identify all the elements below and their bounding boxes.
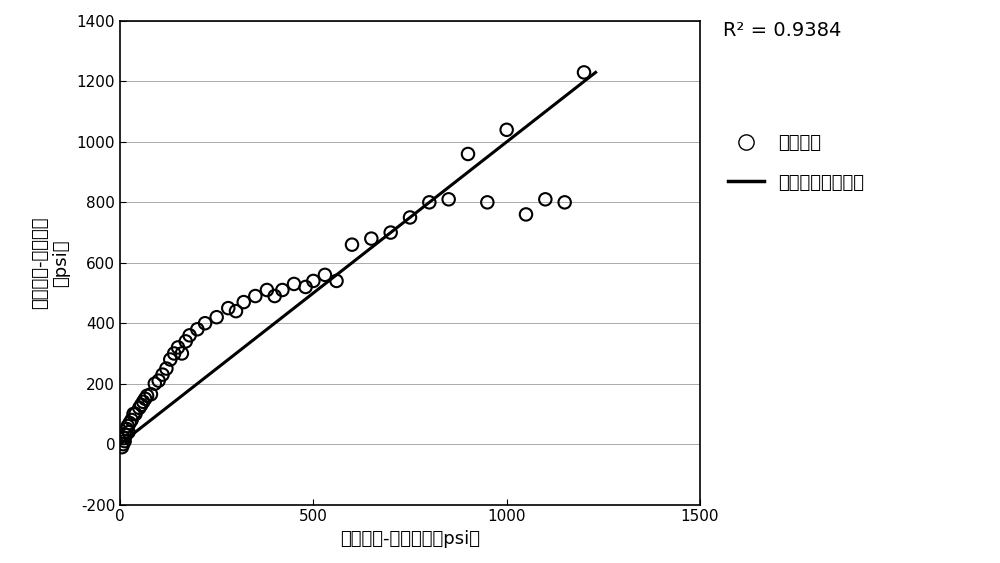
Point [305, 276, 321, 285]
Point [137, 394, 153, 403]
Point [119, 425, 135, 434]
Point [115, 440, 131, 449]
Point [189, 325, 205, 334]
Point [162, 355, 178, 364]
Point [121, 427, 137, 436]
Point [557, 198, 573, 207]
Point [259, 285, 275, 294]
Point [267, 292, 283, 301]
Point [329, 276, 345, 285]
Point [518, 210, 534, 219]
Y-axis label: 预测的粘-滑大小値
（psi）: 预测的粘-滑大小値 （psi） [31, 217, 70, 309]
Legend: 校准样品, 线性（校准样品）: 校准样品, 线性（校准样品） [721, 127, 872, 199]
Point [122, 418, 138, 427]
Point [236, 298, 252, 307]
Point [135, 397, 151, 406]
Point [151, 376, 167, 385]
Point [220, 303, 236, 312]
Point [158, 364, 174, 373]
Point [116, 434, 132, 443]
Point [363, 234, 379, 243]
X-axis label: 测量的粘-滑大小値（psi）: 测量的粘-滑大小値（psi） [340, 530, 480, 548]
Point [228, 307, 244, 316]
Point [114, 443, 130, 452]
Point [120, 422, 136, 431]
Point [133, 400, 149, 409]
Point [127, 409, 143, 418]
Point [576, 68, 592, 77]
Point [182, 331, 198, 340]
Point [174, 349, 190, 358]
Point [421, 198, 437, 207]
Point [402, 213, 418, 222]
Point [209, 312, 225, 321]
Point [298, 283, 314, 292]
Point [479, 198, 495, 207]
Point [155, 370, 171, 379]
Point [247, 292, 263, 301]
Point [499, 126, 515, 135]
Point [117, 437, 133, 446]
Point [147, 379, 163, 388]
Point [537, 195, 553, 204]
Point [317, 270, 333, 279]
Point [344, 240, 360, 249]
Point [166, 349, 182, 358]
Point [118, 431, 134, 440]
Point [143, 390, 159, 399]
Point [170, 343, 186, 352]
Point [274, 285, 290, 294]
Point [383, 228, 399, 237]
Point [178, 337, 194, 346]
Point [286, 279, 302, 288]
Point [131, 403, 147, 412]
Point [197, 319, 213, 328]
Point [460, 150, 476, 159]
Point [126, 409, 142, 418]
Point [139, 391, 155, 400]
Text: R² = 0.9384: R² = 0.9384 [723, 21, 842, 40]
Point [124, 415, 140, 425]
Point [441, 195, 457, 204]
